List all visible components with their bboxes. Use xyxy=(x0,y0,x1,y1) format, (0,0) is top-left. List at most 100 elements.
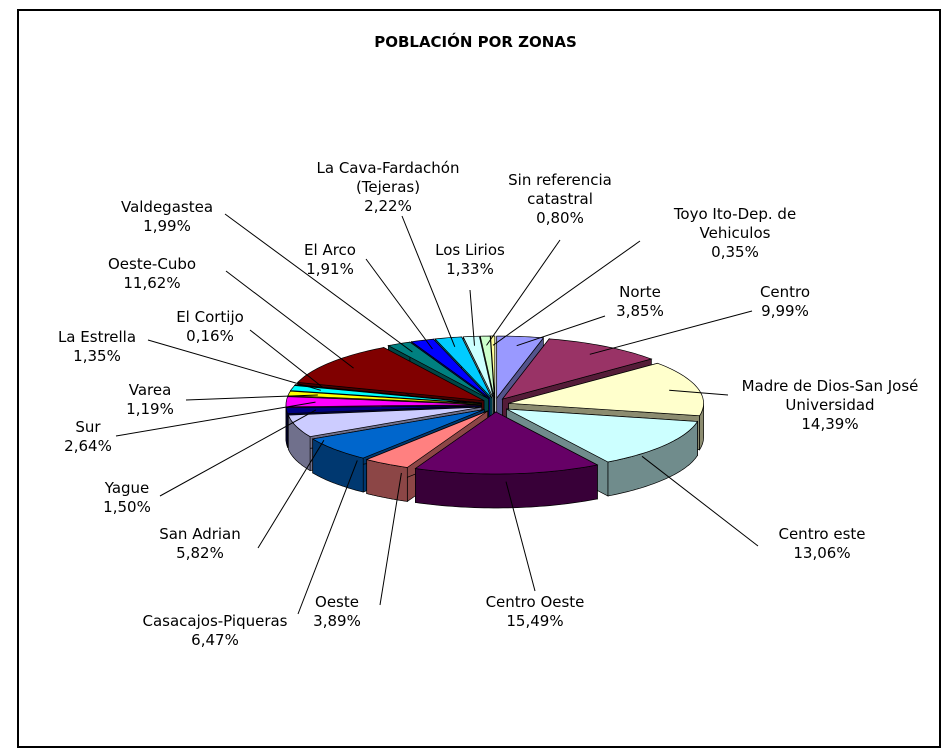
value-label: 5,82% xyxy=(176,544,224,562)
value-label: 15,49% xyxy=(506,612,564,630)
leader-line xyxy=(486,239,561,346)
category-label: Centro Oeste xyxy=(485,593,585,611)
slice xyxy=(410,338,491,399)
category-label: Oeste-Cubo xyxy=(107,255,197,273)
category-label: Valdegastea xyxy=(120,198,214,216)
data-label: El Cortijo 0,16% xyxy=(165,308,255,346)
data-label: Madre de Dios-San José Universidad 14,39% xyxy=(730,377,930,434)
pie xyxy=(285,335,704,509)
data-label: Valdegastea 1,99% xyxy=(107,198,227,236)
leader-line xyxy=(669,389,729,396)
data-label: Centro Oeste 15,49% xyxy=(460,593,610,631)
slice xyxy=(506,408,699,463)
slice xyxy=(501,338,653,400)
category-label: El Cortijo xyxy=(176,308,244,326)
category-label: Varea xyxy=(128,381,172,399)
data-label: Norte 3,85% xyxy=(600,283,680,321)
leader-line xyxy=(641,455,759,547)
category-label: El Arco xyxy=(304,241,356,259)
category-label: Sur xyxy=(75,418,101,436)
value-label: 1,33% xyxy=(446,260,494,278)
leader-line xyxy=(249,329,324,388)
data-label: Varea 1,19% xyxy=(115,381,185,419)
category-label: La Cava-Fardachón (Tejeras) xyxy=(316,159,460,196)
slice xyxy=(285,405,482,414)
leader-line xyxy=(365,258,433,350)
category-label: Sin referencia catastral xyxy=(508,171,612,208)
leader-line xyxy=(185,394,318,401)
value-label: 1,99% xyxy=(143,217,191,235)
value-label: 1,50% xyxy=(103,498,151,516)
data-label: Sur 2,64% xyxy=(58,418,118,456)
leader-line xyxy=(225,270,354,369)
value-label: 3,85% xyxy=(616,302,664,320)
value-label: 0,35% xyxy=(711,243,759,261)
value-label: 0,16% xyxy=(186,327,234,345)
category-label: Norte xyxy=(619,283,661,301)
leader-line xyxy=(492,240,641,346)
slice xyxy=(479,335,495,399)
data-label: Yague 1,50% xyxy=(92,479,162,517)
value-label: 1,91% xyxy=(306,260,354,278)
leader-line xyxy=(257,440,325,549)
slice xyxy=(287,406,482,437)
value-label: 11,62% xyxy=(123,274,181,292)
value-label: 6,47% xyxy=(191,631,239,649)
category-label: Casacajos-Piqueras xyxy=(142,612,288,630)
leader-line xyxy=(589,310,753,355)
data-label: Sin referencia catastral 0,80% xyxy=(490,171,630,228)
leader-line xyxy=(115,401,316,437)
category-label: Yague xyxy=(104,479,150,497)
leader-line xyxy=(224,213,413,353)
value-label: 9,99% xyxy=(761,302,809,320)
leader-line xyxy=(379,472,402,606)
leader-line xyxy=(401,215,456,347)
category-label: Centro xyxy=(759,283,811,301)
category-label: Madre de Dios-San José Universidad xyxy=(741,377,919,414)
slice xyxy=(462,335,494,399)
data-label: El Arco 1,91% xyxy=(290,241,370,279)
slice xyxy=(508,362,704,417)
category-label: San Adrian xyxy=(159,525,241,543)
slice xyxy=(285,396,482,408)
leader-line xyxy=(469,289,475,346)
data-label: San Adrian 5,82% xyxy=(140,525,260,563)
data-label: Centro este 13,06% xyxy=(762,525,882,563)
data-label: Oeste-Cubo 11,62% xyxy=(82,255,222,293)
leader-line xyxy=(147,339,321,391)
leader-line xyxy=(159,409,317,497)
value-label: 3,89% xyxy=(313,612,361,630)
data-label: Los Lirios 1,33% xyxy=(420,241,520,279)
data-label: Casacajos-Piqueras 6,47% xyxy=(120,612,310,650)
leader-line xyxy=(516,315,606,347)
leader-line xyxy=(297,460,358,615)
value-label: 13,06% xyxy=(793,544,851,562)
data-label: La Estrella 1,35% xyxy=(47,328,147,366)
chart-title: POBLACIÓN POR ZONAS xyxy=(374,33,577,51)
category-label: Centro este xyxy=(778,525,866,543)
slice xyxy=(414,411,599,475)
category-label: Los Lirios xyxy=(435,241,505,259)
slice xyxy=(387,341,489,400)
value-label: 1,19% xyxy=(126,400,174,418)
data-label: La Cava-Fardachón (Tejeras) 2,22% xyxy=(298,159,478,216)
slice xyxy=(287,390,482,405)
leader-line xyxy=(505,481,536,592)
data-label: Toyo Ito-Dep. de Vehiculos 0,35% xyxy=(650,205,820,262)
category-label: La Estrella xyxy=(57,328,137,346)
value-label: 1,35% xyxy=(73,347,121,365)
value-label: 2,64% xyxy=(64,437,112,455)
value-label: 14,39% xyxy=(801,415,859,433)
value-label: 0,80% xyxy=(536,209,584,227)
slice xyxy=(496,335,545,400)
slice xyxy=(434,336,493,399)
slice xyxy=(311,409,485,459)
data-label: Centro 9,99% xyxy=(735,283,835,321)
value-label: 2,22% xyxy=(364,197,412,215)
slice xyxy=(365,410,488,468)
category-label: Toyo Ito-Dep. de Vehiculos xyxy=(673,205,797,242)
slice xyxy=(289,385,482,404)
data-label: Oeste 3,89% xyxy=(307,593,367,631)
